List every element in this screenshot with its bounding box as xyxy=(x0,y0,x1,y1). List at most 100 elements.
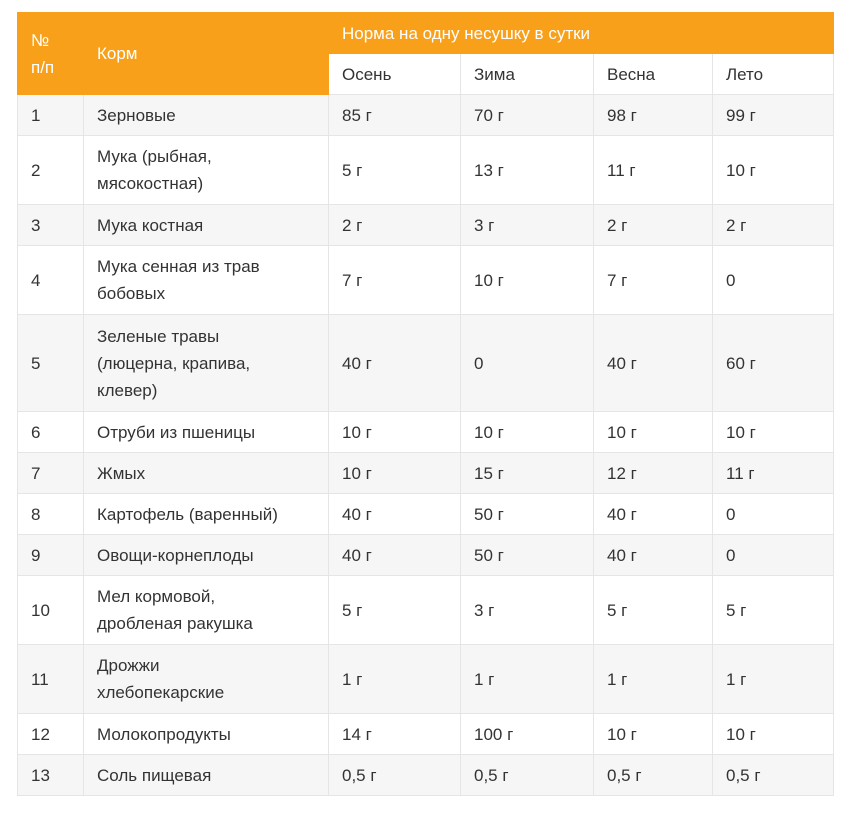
cell-spring: 10 г xyxy=(593,411,713,453)
cell-feed: Зеленые травы (люцерна, крапива, клевер) xyxy=(83,314,329,412)
cell-winter: 3 г xyxy=(460,204,594,246)
table-row: 11 Дрожжи хлебопекарские 1 г 1 г 1 г 1 г xyxy=(17,644,835,714)
header-season-autumn: Осень xyxy=(328,53,461,95)
cell-spring: 10 г xyxy=(593,713,713,755)
cell-feed: Мел кормовой, дробленая ракушка xyxy=(83,575,329,645)
cell-num: 13 xyxy=(17,754,84,796)
cell-num: 9 xyxy=(17,534,84,576)
cell-summer: 2 г xyxy=(711,204,835,246)
cell-winter: 1 г xyxy=(460,644,594,714)
cell-summer: 0 xyxy=(711,534,835,576)
cell-summer: 60 г xyxy=(711,314,835,412)
header-season-spring: Весна xyxy=(593,53,713,95)
table-row: 10 Мел кормовой, дробленая ракушка 5 г 3 … xyxy=(17,575,835,645)
header-norm-group: Норма на одну несушку в сутки xyxy=(327,12,835,54)
cell-spring: 2 г xyxy=(593,204,713,246)
cell-winter: 10 г xyxy=(460,411,594,453)
cell-num: 5 xyxy=(17,314,84,412)
cell-feed: Зерновые xyxy=(83,94,329,136)
cell-autumn: 7 г xyxy=(328,245,461,315)
cell-num: 2 xyxy=(17,135,84,205)
cell-num: 3 xyxy=(17,204,84,246)
cell-autumn: 10 г xyxy=(328,452,461,494)
cell-winter: 100 г xyxy=(460,713,594,755)
table-row: 13 Соль пищевая 0,5 г 0,5 г 0,5 г 0,5 г xyxy=(17,754,835,796)
cell-autumn: 5 г xyxy=(328,135,461,205)
cell-spring: 11 г xyxy=(593,135,713,205)
header-feed: Корм xyxy=(83,12,329,95)
cell-summer: 10 г xyxy=(711,135,835,205)
cell-summer: 10 г xyxy=(711,411,835,453)
table-header: № п/п Корм Норма на одну несушку в сутки … xyxy=(17,12,835,95)
cell-feed: Дрожжи хлебопекарские xyxy=(83,644,329,714)
cell-feed: Мука (рыбная, мясокостная) xyxy=(83,135,329,205)
cell-num: 12 xyxy=(17,713,84,755)
cell-winter: 3 г xyxy=(460,575,594,645)
cell-winter: 10 г xyxy=(460,245,594,315)
cell-winter: 50 г xyxy=(460,534,594,576)
cell-winter: 0 xyxy=(460,314,594,412)
cell-summer: 0 xyxy=(711,245,835,315)
cell-num: 11 xyxy=(17,644,84,714)
header-season-summer: Лето xyxy=(711,53,835,95)
cell-winter: 50 г xyxy=(460,493,594,535)
cell-autumn: 40 г xyxy=(328,534,461,576)
cell-feed: Мука сенная из трав бобовых xyxy=(83,245,329,315)
cell-feed: Овощи-корнеплоды xyxy=(83,534,329,576)
cell-num: 10 xyxy=(17,575,84,645)
cell-num: 8 xyxy=(17,493,84,535)
cell-spring: 7 г xyxy=(593,245,713,315)
cell-spring: 0,5 г xyxy=(593,754,713,796)
cell-autumn: 5 г xyxy=(328,575,461,645)
cell-spring: 40 г xyxy=(593,493,713,535)
cell-spring: 98 г xyxy=(593,94,713,136)
table-row: 6 Отруби из пшеницы 10 г 10 г 10 г 10 г xyxy=(17,411,835,453)
cell-spring: 5 г xyxy=(593,575,713,645)
cell-spring: 40 г xyxy=(593,314,713,412)
cell-feed: Отруби из пшеницы xyxy=(83,411,329,453)
cell-summer: 99 г xyxy=(711,94,835,136)
cell-summer: 5 г xyxy=(711,575,835,645)
table-row: 9 Овощи-корнеплоды 40 г 50 г 40 г 0 xyxy=(17,534,835,576)
table-row: 3 Мука костная 2 г 3 г 2 г 2 г xyxy=(17,204,835,246)
cell-autumn: 0,5 г xyxy=(328,754,461,796)
header-num: № п/п xyxy=(17,12,84,95)
cell-autumn: 1 г xyxy=(328,644,461,714)
cell-summer: 0 xyxy=(711,493,835,535)
cell-feed: Картофель (варенный) xyxy=(83,493,329,535)
cell-autumn: 85 г xyxy=(328,94,461,136)
cell-winter: 13 г xyxy=(460,135,594,205)
table-row: 8 Картофель (варенный) 40 г 50 г 40 г 0 xyxy=(17,493,835,535)
cell-summer: 10 г xyxy=(711,713,835,755)
cell-spring: 1 г xyxy=(593,644,713,714)
cell-summer: 0,5 г xyxy=(711,754,835,796)
cell-num: 7 xyxy=(17,452,84,494)
cell-summer: 11 г xyxy=(711,452,835,494)
cell-num: 4 xyxy=(17,245,84,315)
table-row: 7 Жмых 10 г 15 г 12 г 11 г xyxy=(17,452,835,494)
cell-winter: 15 г xyxy=(460,452,594,494)
header-season-winter: Зима xyxy=(460,53,594,95)
cell-spring: 40 г xyxy=(593,534,713,576)
cell-winter: 0,5 г xyxy=(460,754,594,796)
cell-feed: Соль пищевая xyxy=(83,754,329,796)
table-row: 12 Молокопродукты 14 г 100 г 10 г 10 г xyxy=(17,713,835,755)
table-body: 1 Зерновые 85 г 70 г 98 г 99 г 2 Мука (р… xyxy=(17,94,835,796)
cell-summer: 1 г xyxy=(711,644,835,714)
cell-winter: 70 г xyxy=(460,94,594,136)
table-row: 4 Мука сенная из трав бобовых 7 г 10 г 7 … xyxy=(17,245,835,315)
cell-autumn: 10 г xyxy=(328,411,461,453)
cell-spring: 12 г xyxy=(593,452,713,494)
cell-num: 6 xyxy=(17,411,84,453)
cell-autumn: 40 г xyxy=(328,493,461,535)
table-row: 5 Зеленые травы (люцерна, крапива, клевер)… xyxy=(17,314,835,412)
cell-feed: Мука костная xyxy=(83,204,329,246)
table-row: 1 Зерновые 85 г 70 г 98 г 99 г xyxy=(17,94,835,136)
cell-autumn: 2 г xyxy=(328,204,461,246)
table-row: 2 Мука (рыбная, мясокостная) 5 г 13 г 11 … xyxy=(17,135,835,205)
cell-feed: Молокопродукты xyxy=(83,713,329,755)
cell-autumn: 40 г xyxy=(328,314,461,412)
feed-norm-table: № п/п Корм Норма на одну несушку в сутки … xyxy=(17,12,835,796)
cell-autumn: 14 г xyxy=(328,713,461,755)
cell-feed: Жмых xyxy=(83,452,329,494)
